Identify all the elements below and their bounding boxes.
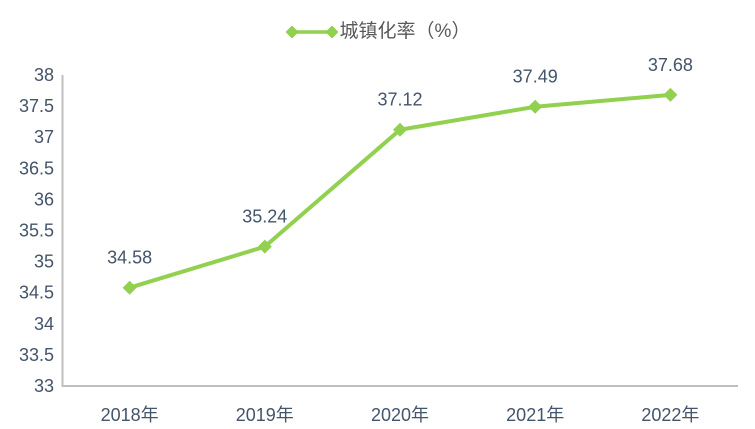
data-label: 37.68 [648, 55, 693, 75]
x-tick-label: 2020年 [371, 405, 429, 425]
data-point-marker [257, 239, 272, 254]
legend[interactable]: 城镇化率（%） [0, 20, 755, 44]
data-label: 35.24 [242, 207, 287, 227]
data-point-marker [528, 99, 543, 114]
y-tick-label: 34.5 [19, 283, 54, 303]
y-tick-label: 35 [34, 252, 54, 272]
legend-label: 城镇化率（%） [339, 21, 471, 42]
data-point-marker [393, 122, 407, 137]
y-tick-label: 36.5 [19, 158, 54, 178]
legend-line-marker-icon [285, 25, 339, 39]
y-tick-label: 36 [34, 189, 54, 209]
data-label: 37.49 [513, 67, 558, 87]
y-tick-label: 33.5 [19, 345, 54, 365]
y-tick-label: 38 [34, 65, 54, 85]
data-label: 37.12 [377, 90, 422, 110]
data-label: 34.58 [107, 248, 152, 268]
y-tick-label: 35.5 [19, 221, 54, 241]
y-tick-label: 34 [34, 314, 54, 334]
x-tick-label: 2021年 [506, 405, 564, 425]
data-point-marker [663, 87, 678, 102]
x-tick-label: 2019年 [236, 405, 294, 425]
x-tick-label: 2018年 [101, 405, 159, 425]
y-tick-label: 37.5 [19, 96, 54, 116]
data-point-marker [122, 280, 137, 295]
y-tick-label: 33 [34, 376, 54, 396]
x-tick-label: 2022年 [641, 405, 699, 425]
y-tick-label: 37 [34, 127, 54, 147]
